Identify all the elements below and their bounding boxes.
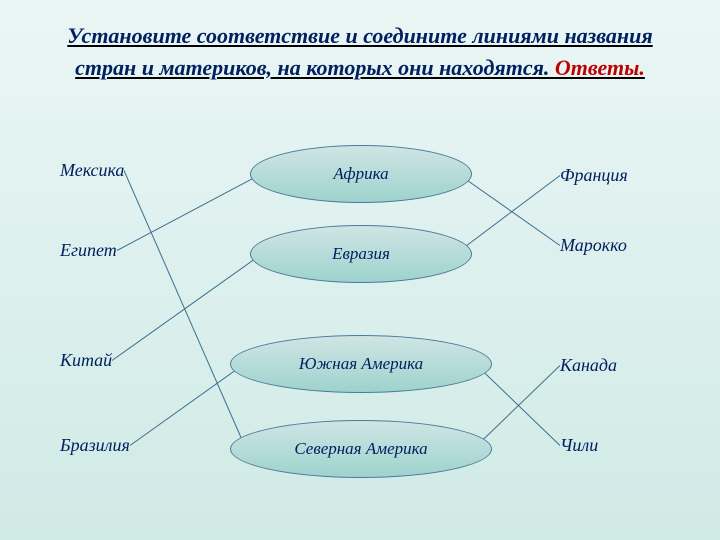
- country-france: Франция: [560, 165, 628, 186]
- edge-egypt-africa: [117, 173, 263, 251]
- edge-chile-samerica: [474, 363, 560, 446]
- country-morocco: Марокко: [560, 235, 627, 256]
- edge-brazil-samerica: [130, 363, 246, 446]
- continent-samerica: Южная Америка: [230, 335, 492, 393]
- slide-title: Установите соответствие и соедините лини…: [40, 20, 680, 84]
- edge-france-eurasia: [457, 176, 560, 254]
- title-answers: Ответы.: [549, 55, 644, 80]
- edge-mexico-namerica: [124, 171, 246, 449]
- country-chile: Чили: [560, 435, 598, 456]
- edge-morocco-africa: [457, 173, 560, 246]
- country-mexico: Мексика: [60, 160, 124, 181]
- continent-africa: Африка: [250, 145, 472, 203]
- country-egypt: Египет: [60, 240, 117, 261]
- edge-canada-namerica: [474, 366, 560, 449]
- continent-eurasia: Евразия: [250, 225, 472, 283]
- country-brazil: Бразилия: [60, 435, 130, 456]
- slide-stage: Установите соответствие и соедините лини…: [0, 0, 720, 540]
- country-china: Китай: [60, 350, 112, 371]
- continent-namerica: Северная Америка: [230, 420, 492, 478]
- edge-china-eurasia: [112, 253, 263, 361]
- country-canada: Канада: [560, 355, 617, 376]
